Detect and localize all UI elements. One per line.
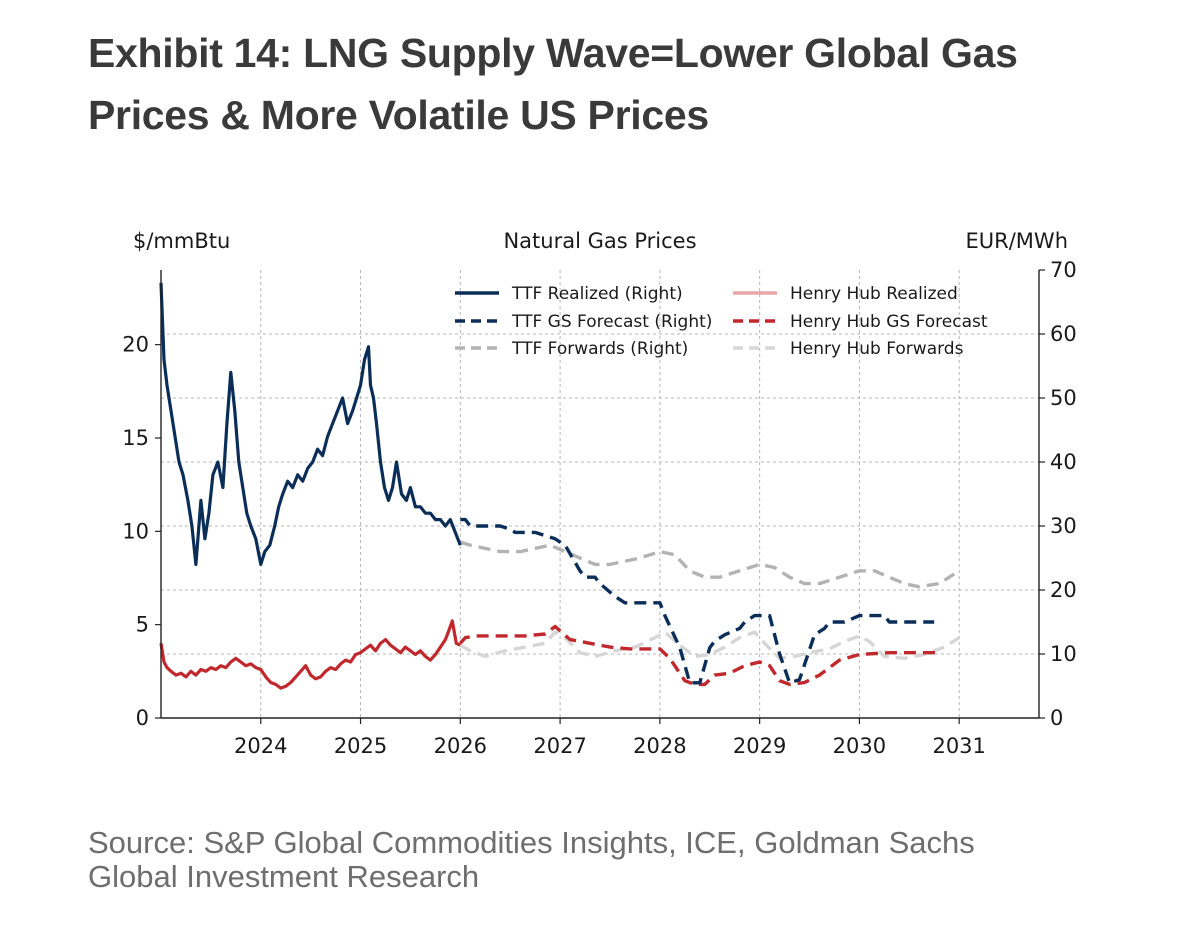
left-axis-unit-label: $/mmBtu — [133, 229, 230, 253]
x-tick-label: 2029 — [733, 734, 786, 758]
x-tick-label: 2027 — [533, 734, 586, 758]
right-y-tick-label: 0 — [1050, 706, 1063, 730]
legend-label: Henry Hub Forwards — [790, 339, 964, 359]
x-tick-label: 2024 — [234, 734, 287, 758]
series-henry-hub-gs-forecast — [459, 624, 940, 687]
right-y-tick-label: 60 — [1050, 322, 1077, 346]
left-y-tick-label: 0 — [136, 706, 149, 730]
left-y-tick-label: 5 — [136, 613, 149, 637]
right-y-tick-label: 30 — [1050, 514, 1077, 538]
right-y-tick-label: 70 — [1050, 258, 1077, 282]
series-lines — [159, 282, 961, 690]
axes: 2024 2025 2026 2027 2028 2029 2030 203101020304… — [122, 258, 1076, 758]
left-y-tick-label: 10 — [122, 519, 149, 543]
legend-label: Henry Hub GS Forecast — [790, 312, 988, 332]
left-y-tick-label: 20 — [122, 333, 149, 357]
x-tick-label: 2031 — [932, 734, 985, 758]
exhibit-title: Exhibit 14: LNG Supply Wave=Lower Global… — [88, 22, 1148, 146]
right-y-tick-label: 20 — [1050, 578, 1077, 602]
exhibit-title-line-1: Exhibit 14: LNG Supply Wave=Lower Global… — [88, 30, 1018, 76]
grid-lines — [161, 270, 1039, 718]
x-tick-label: 2025 — [334, 734, 387, 758]
legend-label: TTF GS Forecast (Right) — [511, 312, 712, 332]
x-tick-label: 2028 — [633, 734, 686, 758]
right-y-tick-label: 40 — [1050, 450, 1077, 474]
series-henry-hub-realized — [159, 619, 461, 690]
right-y-tick-label: 10 — [1050, 642, 1077, 666]
legend-label: Henry Hub Realized — [790, 284, 958, 304]
series-ttf-realized-right — [159, 282, 462, 566]
source-note: Source: S&P Global Commodities Insights,… — [88, 826, 1148, 894]
left-y-tick-label: 15 — [122, 426, 149, 450]
series-ttf-forwards-right — [459, 540, 956, 589]
series-henry-hub-forwards — [459, 630, 961, 660]
series-ttf-gs-forecast-right — [460, 517, 935, 685]
x-tick-label: 2026 — [434, 734, 487, 758]
right-axis-unit-label: EUR/MWh — [966, 229, 1069, 253]
chart-title: Natural Gas Prices — [503, 229, 696, 253]
legend: TTF Realized (Right) TTF GS Forecast (Rig… — [455, 284, 988, 359]
source-note-line-2: Global Investment Research — [88, 859, 480, 894]
legend-label: TTF Realized (Right) — [511, 284, 683, 304]
source-note-line-1: Source: S&P Global Commodities Insights,… — [88, 825, 975, 860]
x-tick-label: 2030 — [833, 734, 886, 758]
legend-label: TTF Forwards (Right) — [511, 339, 688, 359]
right-y-tick-label: 50 — [1050, 386, 1077, 410]
exhibit-title-line-2: Prices & More Volatile US Prices — [88, 92, 709, 138]
